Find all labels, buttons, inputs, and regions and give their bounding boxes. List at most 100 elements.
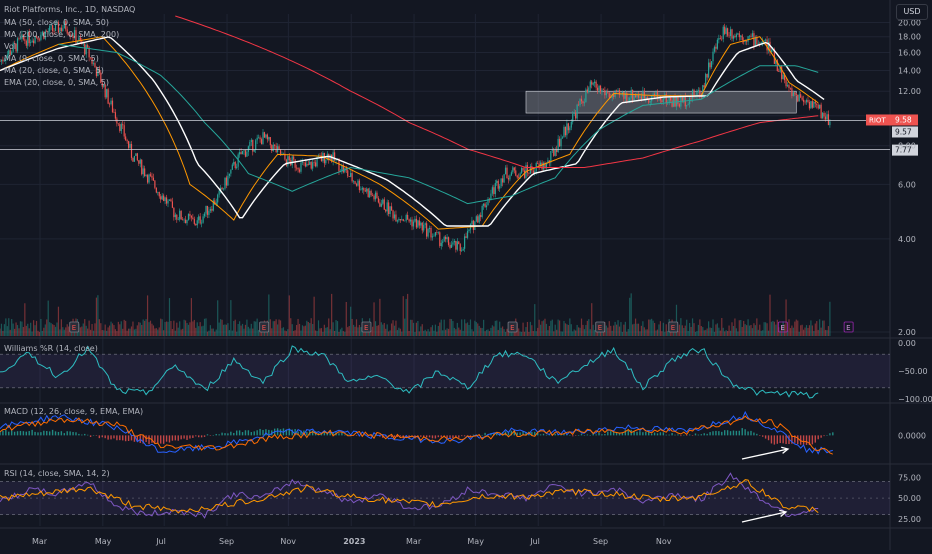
macd-histogram-bar — [10, 430, 13, 436]
candle-body — [73, 30, 76, 38]
volume-bar — [557, 319, 559, 336]
macd-histogram-bar — [22, 431, 25, 436]
candle-body — [358, 180, 361, 191]
volume-bar — [537, 327, 539, 336]
currency-button[interactable]: USD — [896, 4, 928, 20]
volume-bar — [572, 331, 574, 336]
macd-histogram-bar — [437, 435, 440, 438]
volume-bar — [443, 319, 445, 336]
volume-bar — [623, 324, 625, 336]
consolidation-zone — [525, 90, 797, 114]
earnings-marker-label: E — [262, 324, 266, 332]
volume-bar — [221, 319, 223, 336]
volume-bar — [59, 329, 61, 336]
price-tick-label: 16.00 — [898, 49, 921, 58]
volume-bar — [332, 322, 334, 336]
volume-bar — [741, 326, 743, 336]
macd-histogram-bar — [688, 434, 691, 436]
volume-bar — [310, 318, 312, 336]
volume-bar — [411, 319, 413, 336]
line2-value-bg — [892, 144, 918, 156]
volume-bar — [661, 331, 663, 336]
volume-bar — [659, 321, 662, 336]
candle-body — [333, 152, 336, 161]
volume-bar — [553, 331, 555, 336]
candle-body — [148, 174, 150, 183]
volume-bar — [158, 327, 160, 336]
volume-bar — [108, 325, 111, 336]
macd-histogram-bar — [677, 434, 679, 436]
volume-bar — [100, 323, 102, 336]
candle-body — [367, 188, 369, 198]
candle-body — [361, 187, 363, 190]
legend-ma20[interactable]: MA (20, close, 0, SMA, 5) — [4, 66, 104, 75]
candle-body — [537, 163, 539, 164]
macd-histogram-bar — [536, 432, 539, 436]
volume-bar — [14, 328, 16, 336]
legend-williams[interactable]: Williams %R (14, close) — [4, 344, 98, 353]
macd-histogram-bar — [425, 435, 428, 438]
candle-body — [192, 217, 194, 219]
legend-vol[interactable]: Vol — [4, 42, 16, 51]
candle-body — [230, 169, 232, 174]
legend-macd[interactable]: MACD (12, 26, close, 9, EMA, EMA) — [4, 407, 144, 416]
volume-bar — [355, 319, 358, 336]
macd-histogram-bar — [773, 435, 776, 445]
legend-ma50[interactable]: MA (50, close, 0, SMA, 50) — [4, 18, 110, 27]
volume-bar — [230, 300, 232, 336]
volume-bar — [145, 319, 147, 336]
macd-histogram-bar — [133, 435, 136, 442]
candle-body — [138, 160, 140, 164]
volume-bar — [740, 319, 742, 336]
volume-bar — [824, 329, 827, 336]
macd-histogram-bar — [75, 432, 77, 436]
macd-histogram-bar — [171, 435, 174, 441]
candle-body — [335, 159, 337, 161]
candle-body — [446, 237, 448, 240]
macd-histogram-bar — [195, 435, 197, 437]
volume-bar — [12, 323, 14, 336]
volume-bar — [284, 330, 286, 336]
candle-body — [202, 216, 204, 223]
volume-bar — [700, 326, 702, 336]
candle-body — [220, 187, 222, 191]
candle-body — [70, 35, 73, 37]
candle-body — [690, 97, 692, 99]
macd-histogram-bar — [522, 431, 524, 436]
volume-bar — [138, 322, 140, 336]
volume-bar — [747, 319, 749, 336]
volume-bar — [564, 323, 567, 336]
candle-body — [427, 228, 429, 237]
volume-bar — [729, 330, 732, 336]
volume-bar — [731, 322, 733, 336]
legend-ema20[interactable]: EMA (20, close, 0, SMA, 5) — [4, 78, 109, 87]
volume-bar — [753, 323, 755, 336]
candle-body — [316, 157, 318, 167]
macd-histogram-bar — [259, 428, 261, 436]
candle-body — [478, 215, 480, 223]
candle-body — [94, 63, 96, 68]
candle-body — [82, 43, 84, 45]
candle-body — [104, 84, 106, 98]
candle-body — [363, 187, 365, 191]
volume-bar — [155, 328, 157, 336]
macd-histogram-bar — [250, 432, 253, 436]
legend-rsi[interactable]: RSI (14, close, SMA, 14, 2) — [4, 469, 110, 478]
volume-bar — [724, 331, 726, 336]
candle-body — [31, 40, 33, 43]
volume-bar — [645, 329, 647, 336]
volume-bar — [728, 325, 730, 336]
candle-body — [357, 180, 359, 186]
candle-body — [445, 236, 447, 240]
volume-bar — [480, 327, 482, 336]
legend-ma9[interactable]: MA (9, close, 0, SMA, 5) — [4, 54, 99, 63]
legend-ma200[interactable]: MA (200, close, 0, SMA, 200) — [4, 30, 120, 39]
volume-bar — [358, 324, 361, 336]
candle-body — [184, 219, 187, 224]
volume-bar — [6, 326, 8, 336]
macd-histogram-bar — [519, 432, 521, 436]
candle-body — [591, 81, 593, 85]
volume-bar — [455, 329, 457, 336]
